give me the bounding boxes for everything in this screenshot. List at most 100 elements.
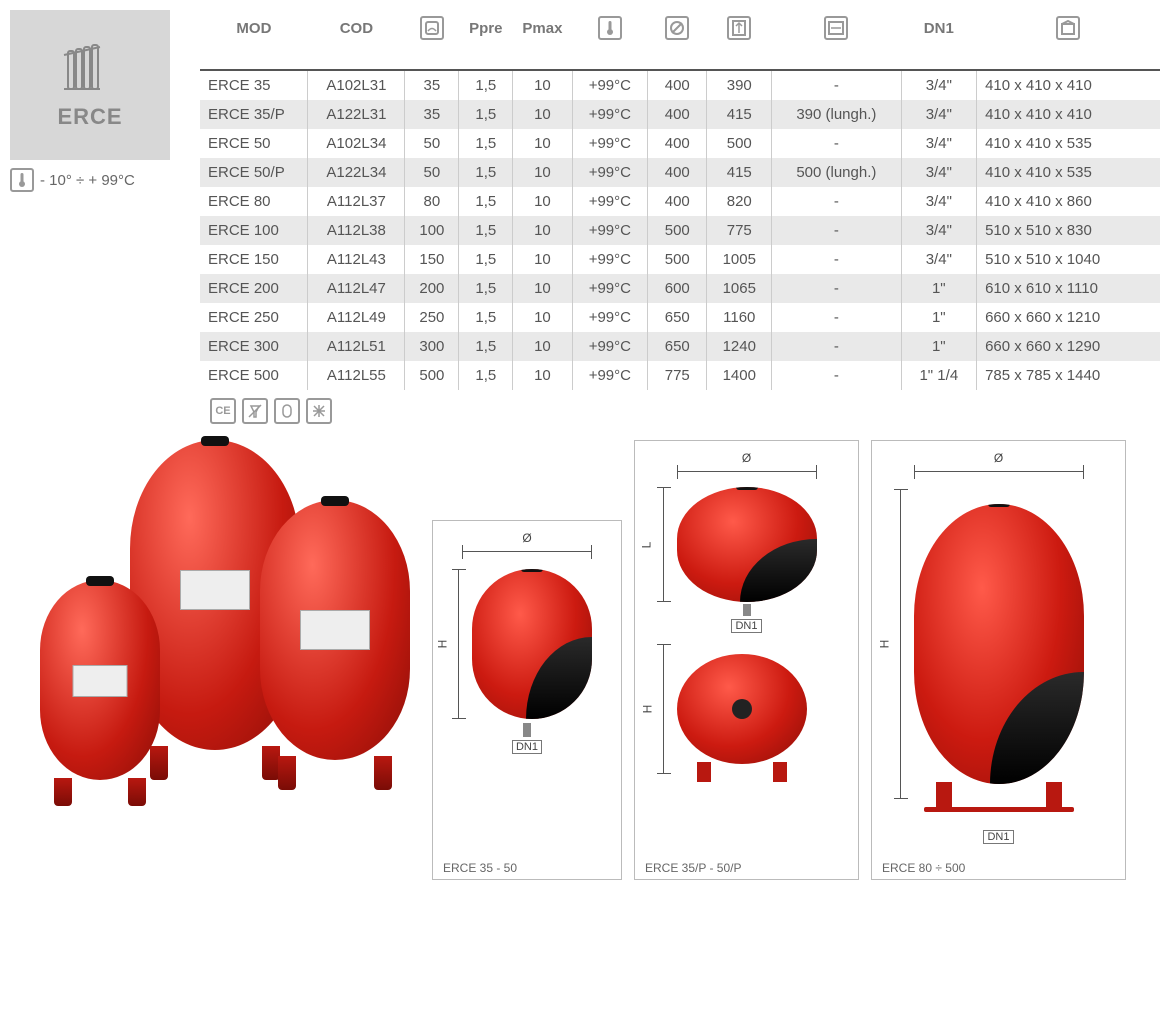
height-label: H xyxy=(640,705,654,714)
cell-w: - xyxy=(772,274,901,303)
cell-mod: ERCE 35/P xyxy=(200,100,308,129)
cell-w: - xyxy=(772,129,901,158)
cell-cap: 100 xyxy=(405,216,459,245)
cell-dia: 400 xyxy=(648,70,707,100)
cell-pack: 785 x 785 x 1440 xyxy=(977,361,1160,390)
cell-pack: 660 x 660 x 1210 xyxy=(977,303,1160,332)
cell-cap: 200 xyxy=(405,274,459,303)
radiator-icon xyxy=(60,41,120,96)
cell-cod: A102L31 xyxy=(308,70,405,100)
cell-ppre: 1,5 xyxy=(459,100,513,129)
cell-dia: 650 xyxy=(648,303,707,332)
package-icon xyxy=(1056,16,1080,40)
cell-cod: A102L34 xyxy=(308,129,405,158)
cell-cod: A112L37 xyxy=(308,187,405,216)
cell-cap: 150 xyxy=(405,245,459,274)
diagram-erce-35-50: Ø H DN1 ERCE 35 - 50 xyxy=(432,520,622,880)
cell-w: - xyxy=(772,361,901,390)
cell-w: 500 (lungh.) xyxy=(772,158,901,187)
cell-pack: 610 x 610 x 1110 xyxy=(977,274,1160,303)
cell-pack: 410 x 410 x 410 xyxy=(977,70,1160,100)
cell-ppre: 1,5 xyxy=(459,70,513,100)
cell-pmax: 10 xyxy=(513,187,572,216)
cell-dia: 600 xyxy=(648,274,707,303)
col-header xyxy=(405,10,459,70)
cell-cod: A112L43 xyxy=(308,245,405,274)
diameter-label: Ø xyxy=(994,451,1003,465)
vessel-icon xyxy=(274,398,300,424)
cell-temp: +99°C xyxy=(572,158,648,187)
cell-cap: 250 xyxy=(405,303,459,332)
cell-temp: +99°C xyxy=(572,129,648,158)
cell-w: - xyxy=(772,70,901,100)
cell-w: - xyxy=(772,216,901,245)
cell-mod: ERCE 250 xyxy=(200,303,308,332)
table-row: ERCE 35A102L31351,510+99°C400390-3/4"410… xyxy=(200,70,1160,100)
col-header: Pmax xyxy=(513,10,572,70)
col-header: COD xyxy=(308,10,405,70)
table-row: ERCE 250A112L492501,510+99°C6501160-1"66… xyxy=(200,303,1160,332)
certification-row: CE xyxy=(210,398,1160,424)
cell-dn: 3/4" xyxy=(901,187,977,216)
cell-h: 500 xyxy=(707,129,772,158)
cell-cod: A112L51 xyxy=(308,332,405,361)
diameter-icon xyxy=(665,16,689,40)
cell-pmax: 10 xyxy=(513,70,572,100)
col-header: Ppre xyxy=(459,10,513,70)
cell-ppre: 1,5 xyxy=(459,361,513,390)
table-row: ERCE 50A102L34501,510+99°C400500-3/4"410… xyxy=(200,129,1160,158)
cell-cap: 80 xyxy=(405,187,459,216)
capacity-icon xyxy=(420,16,444,40)
frost-icon xyxy=(306,398,332,424)
cell-cod: A112L38 xyxy=(308,216,405,245)
table-row: ERCE 100A112L381001,510+99°C500775-3/4"5… xyxy=(200,216,1160,245)
cell-h: 1005 xyxy=(707,245,772,274)
cell-pmax: 10 xyxy=(513,100,572,129)
diameter-label: Ø xyxy=(742,451,751,465)
cell-temp: +99°C xyxy=(572,361,648,390)
cell-dia: 775 xyxy=(648,361,707,390)
cell-pack: 410 x 410 x 535 xyxy=(977,158,1160,187)
model-card: ERCE xyxy=(10,10,170,160)
cell-mod: ERCE 200 xyxy=(200,274,308,303)
diameter-label: Ø xyxy=(522,531,531,545)
ce-mark-icon: CE xyxy=(210,398,236,424)
temperature-range: - 10° ÷ + 99°C xyxy=(10,168,200,192)
cell-temp: +99°C xyxy=(572,216,648,245)
cell-dia: 500 xyxy=(648,245,707,274)
cell-mod: ERCE 50/P xyxy=(200,158,308,187)
cell-dn: 3/4" xyxy=(901,158,977,187)
cell-pack: 660 x 660 x 1290 xyxy=(977,332,1160,361)
cell-pack: 410 x 410 x 410 xyxy=(977,100,1160,129)
cell-ppre: 1,5 xyxy=(459,245,513,274)
bottom-row: Ø H DN1 ERCE 35 - 50 xyxy=(10,440,1160,880)
cell-pack: 410 x 410 x 860 xyxy=(977,187,1160,216)
table-row: ERCE 80A112L37801,510+99°C400820-3/4"410… xyxy=(200,187,1160,216)
cell-h: 820 xyxy=(707,187,772,216)
cell-ppre: 1,5 xyxy=(459,129,513,158)
cell-ppre: 1,5 xyxy=(459,216,513,245)
col-header xyxy=(772,10,901,70)
cell-pmax: 10 xyxy=(513,216,572,245)
cell-pmax: 10 xyxy=(513,245,572,274)
col-header xyxy=(648,10,707,70)
cell-mod: ERCE 150 xyxy=(200,245,308,274)
cell-dn: 3/4" xyxy=(901,245,977,274)
cell-pack: 410 x 410 x 535 xyxy=(977,129,1160,158)
cell-dn: 1" xyxy=(901,303,977,332)
cell-mod: ERCE 50 xyxy=(200,129,308,158)
cell-cap: 300 xyxy=(405,332,459,361)
diagram-erce-80-500: Ø H D xyxy=(871,440,1126,880)
cell-h: 415 xyxy=(707,158,772,187)
cell-w: - xyxy=(772,332,901,361)
cell-pmax: 10 xyxy=(513,361,572,390)
temp-icon xyxy=(598,16,622,40)
cell-cod: A112L49 xyxy=(308,303,405,332)
cell-ppre: 1,5 xyxy=(459,158,513,187)
product-photo xyxy=(10,440,420,850)
table-row: ERCE 300A112L513001,510+99°C6501240-1"66… xyxy=(200,332,1160,361)
cell-cap: 35 xyxy=(405,100,459,129)
cell-temp: +99°C xyxy=(572,303,648,332)
cell-dn: 3/4" xyxy=(901,100,977,129)
cell-mod: ERCE 500 xyxy=(200,361,308,390)
